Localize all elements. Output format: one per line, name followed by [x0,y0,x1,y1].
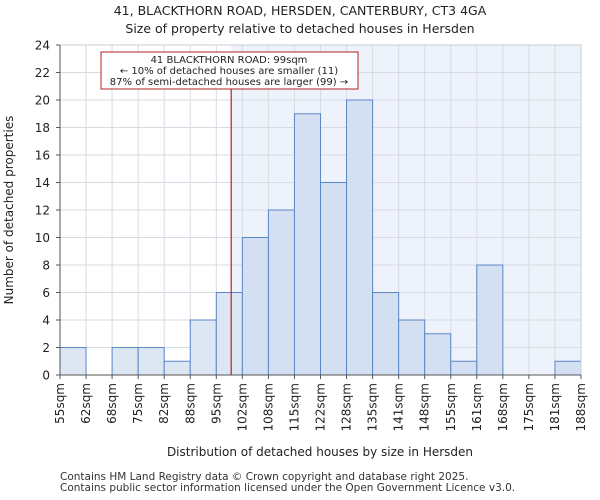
histogram-bar [320,182,348,376]
footer-line1: Contains HM Land Registry data © Crown c… [60,471,469,483]
chart-title: 41, BLACKTHORN ROAD, HERSDEN, CANTERBURY… [0,2,600,38]
y-tick-label: 14 [35,176,50,190]
x-tick-label: 75sqm [131,383,145,424]
histogram-bar [398,319,426,376]
histogram-bar [554,360,582,376]
x-tick-label: 122sqm [314,383,328,431]
y-tick-label: 18 [35,121,50,135]
x-tick-label: 188sqm [574,383,588,431]
chart-title-line2: Size of property relative to detached ho… [125,21,475,36]
annotation-line2: ← 10% of detached houses are smaller (11… [120,66,338,77]
x-tick-label: 155sqm [444,383,458,431]
histogram-bar [111,347,139,376]
x-tick-label: 108sqm [261,383,275,431]
histogram-bar [59,347,87,376]
x-tick-label: 181sqm [548,383,562,431]
y-tick-label: 6 [42,286,50,300]
x-tick-label: 62sqm [79,383,93,424]
annotation-line1: 41 BLACKTHORN ROAD: 99sqm [151,55,308,66]
histogram-bar [163,360,191,376]
y-tick-label: 10 [35,231,50,245]
x-tick-label: 88sqm [183,383,197,424]
histogram-bar [450,360,478,376]
x-tick-label: 135sqm [366,383,380,431]
histogram-bar [137,347,165,376]
footer-line2: Contains public sector information licen… [60,482,516,494]
histogram-bar [267,209,295,376]
y-tick-label: 2 [42,341,50,355]
x-tick-label: 102sqm [235,383,249,431]
x-tick-label: 128sqm [340,383,354,431]
x-tick-label: 82sqm [157,383,171,424]
histogram-bar [241,237,269,376]
y-tick-label: 8 [42,259,50,273]
x-tick-label: 141sqm [392,383,406,431]
x-tick-label: 168sqm [496,383,510,431]
x-tick-label: 175sqm [522,383,536,431]
x-tick-label: 95sqm [209,383,223,424]
histogram-bar [346,99,374,376]
y-tick-label: 0 [42,369,50,383]
y-tick-label: 20 [35,94,50,108]
footer: Contains HM Land Registry data © Crown c… [60,472,515,494]
x-tick-label: 161sqm [470,383,484,431]
annotation-box [100,51,359,90]
histogram-bar [424,333,452,376]
y-tick-label: 4 [42,314,50,328]
x-tick-label: 55sqm [53,383,67,424]
x-tick-label: 68sqm [105,383,119,424]
histogram-bar [372,292,400,376]
histogram-bar [476,264,504,376]
x-tick-label: 148sqm [418,383,432,431]
chart-title-line1: 41, BLACKTHORN ROAD, HERSDEN, CANTERBURY… [113,3,487,18]
y-tick-label: 12 [35,204,50,218]
histogram-bar [215,292,243,376]
x-tick-label: 115sqm [287,383,301,431]
x-axis-label: Distribution of detached houses by size … [167,445,473,459]
annotation-line3: 87% of semi-detached houses are larger (… [110,77,348,88]
y-tick-label: 22 [35,66,50,80]
histogram-bar [189,319,217,376]
y-tick-label: 16 [35,149,50,163]
y-tick-label: 24 [35,39,50,53]
histogram-bar [293,113,322,376]
y-axis-label: Number of detached properties [2,116,16,305]
